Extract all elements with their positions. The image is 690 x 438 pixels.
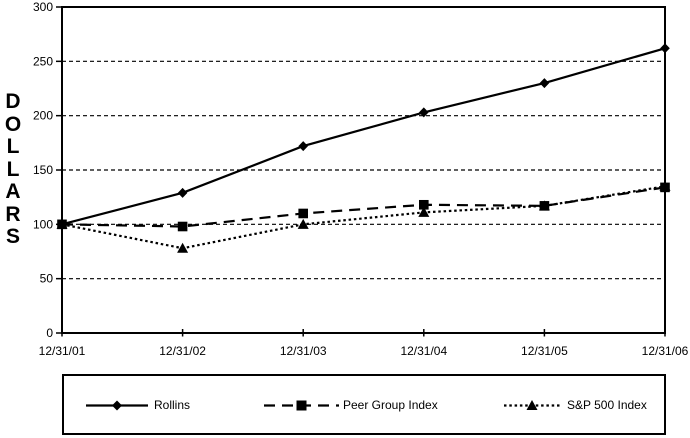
s-p-500-index-marker bbox=[177, 242, 189, 253]
y-tick-label: 300 bbox=[33, 0, 53, 14]
legend: Rollins Peer Group Index S&P 500 Index bbox=[62, 374, 666, 435]
x-tick-label: 12/31/02 bbox=[159, 344, 206, 358]
peer-group-index-marker bbox=[660, 182, 670, 193]
x-tick-label: 12/31/04 bbox=[400, 344, 447, 358]
solid-line-sample bbox=[86, 400, 148, 410]
peer-group-index-marker bbox=[298, 208, 308, 219]
rollins-marker bbox=[660, 43, 670, 54]
chart-canvas: 0 50 100 150 200 250 300 12/31/01 12/31/02 12/31/… bbox=[33, 0, 689, 358]
s-p-500-index-line bbox=[61, 185, 666, 250]
diamond-icon bbox=[112, 400, 122, 410]
rollins-marker bbox=[177, 187, 188, 198]
peer-group-index-marker bbox=[539, 201, 550, 211]
legend-label-rollins: Rollins bbox=[154, 398, 191, 412]
y-tick-label: 100 bbox=[33, 217, 53, 231]
rollins-marker bbox=[539, 78, 550, 89]
y-tick-label: 0 bbox=[46, 326, 53, 340]
s-p-500-index-marker bbox=[418, 206, 430, 217]
peer-group-index-marker bbox=[57, 219, 67, 230]
legend-item-rollins: Rollins bbox=[85, 397, 190, 413]
x-tick-label: 12/31/06 bbox=[642, 344, 689, 358]
rollins-marker bbox=[419, 107, 429, 118]
y-axis-title-letter: L bbox=[6, 135, 20, 158]
y-axis-title-letter: O bbox=[4, 112, 22, 136]
x-tick-label: 12/31/03 bbox=[280, 344, 327, 358]
x-tick-label: 12/31/01 bbox=[39, 344, 86, 358]
peer-group-index-marker bbox=[177, 221, 188, 232]
y-axis-title-letter: L bbox=[6, 157, 20, 181]
y-axis-title-letter: R bbox=[5, 202, 21, 226]
legend-label-sp500: S&P 500 Index bbox=[567, 398, 647, 412]
y-tick-label: 200 bbox=[33, 109, 53, 123]
dotted-line-sample bbox=[504, 399, 560, 410]
rollins-line bbox=[61, 47, 666, 226]
y-axis-title-letter: A bbox=[5, 180, 21, 203]
y-tick-label: 50 bbox=[40, 272, 54, 286]
triangle-icon bbox=[526, 399, 538, 410]
s-p-500-index-marker bbox=[297, 218, 309, 229]
dashed-line-sample bbox=[264, 400, 339, 410]
legend-item-sp500: S&P 500 Index bbox=[504, 397, 647, 413]
y-axis-title-letter: D bbox=[5, 90, 21, 113]
legend-item-peer-group: Peer Group Index bbox=[264, 397, 438, 413]
peer-group-index-marker bbox=[419, 199, 429, 210]
y-tick-label: 150 bbox=[33, 163, 53, 177]
y-axis-title-letter: S bbox=[5, 225, 20, 248]
y-tick-label: 250 bbox=[33, 54, 53, 68]
peer-group-index-line bbox=[61, 186, 666, 228]
legend-label-peer-group: Peer Group Index bbox=[343, 398, 438, 412]
x-tick-label: 12/31/05 bbox=[521, 344, 568, 358]
square-icon bbox=[296, 400, 307, 410]
rollins-marker bbox=[298, 141, 308, 152]
